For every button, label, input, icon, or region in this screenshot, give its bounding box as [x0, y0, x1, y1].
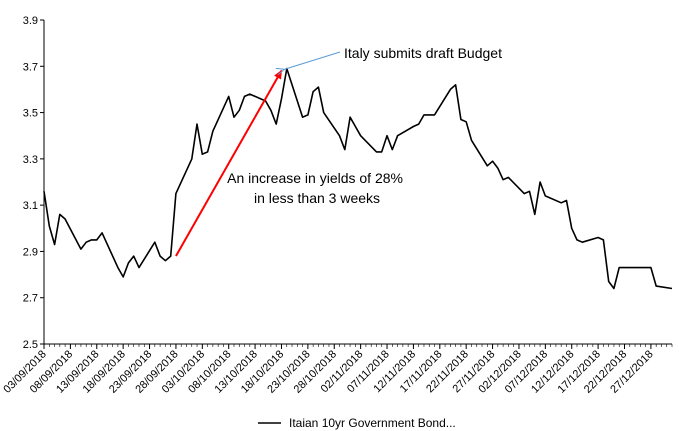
- increase-annotation-line-2: in less than 3 weeks: [254, 190, 380, 206]
- y-tick-label: 2.5: [23, 339, 38, 351]
- budget-annotation: Italy submits draft Budget: [344, 45, 502, 61]
- y-tick-label: 2.9: [23, 246, 38, 258]
- series-line: [43, 67, 673, 290]
- y-tick-label: 2.7: [23, 293, 38, 305]
- y-axis: 2.5 2.7 2.9 3.1 3.3 3.5 3.7 3.9: [23, 15, 45, 351]
- y-tick-label: 3.9: [23, 15, 38, 27]
- increase-annotation-line-1: An increase in yields of 28%: [227, 170, 403, 186]
- budget-callout-line: [283, 51, 341, 70]
- y-tick-label: 3.7: [23, 61, 38, 73]
- y-tick-label: 3.1: [23, 200, 38, 212]
- x-axis: 03/09/201808/09/201813/09/201818/09/2018…: [1, 343, 673, 396]
- y-tick-label: 3.5: [23, 108, 38, 120]
- y-tick-label: 3.3: [23, 154, 38, 166]
- increase-annotation: An increase in yields of 28% in less tha…: [227, 170, 407, 206]
- legend-label: Itaian 10yr Government Bond...: [289, 416, 456, 430]
- increase-arrow: [175, 69, 283, 257]
- legend: Itaian 10yr Government Bond...: [258, 416, 456, 430]
